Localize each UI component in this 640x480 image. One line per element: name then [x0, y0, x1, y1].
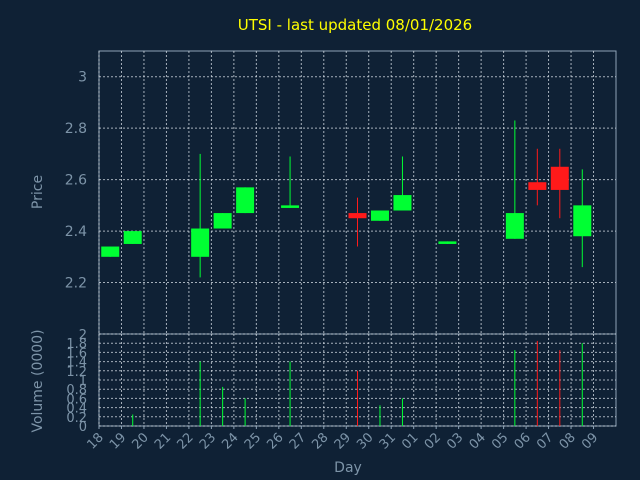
- x-tick-label: 30: [354, 430, 376, 452]
- candle-body: [123, 231, 142, 244]
- price-tick-label: 2.4: [65, 224, 87, 240]
- volume-tick-label: 2: [79, 328, 87, 343]
- x-tick-label: 27: [287, 430, 309, 452]
- candle-body: [393, 195, 412, 211]
- candle-body: [505, 213, 524, 239]
- price-grid: [98, 51, 616, 334]
- x-tick-label: 28: [309, 430, 331, 452]
- volume-tick-label: 1.4: [66, 356, 87, 371]
- x-tick-label: 02: [422, 430, 444, 452]
- x-tick-label: 09: [579, 430, 601, 452]
- x-tick-label: 18: [85, 430, 107, 452]
- x-tick-label: 19: [107, 430, 129, 452]
- x-tick-label: 23: [197, 430, 219, 452]
- x-tick-label: 29: [332, 430, 354, 452]
- x-tick-label: 25: [242, 430, 264, 452]
- candle-body: [101, 246, 120, 257]
- price-tick-label: 2.6: [65, 173, 87, 189]
- x-ticks: 18 19 20 21 22 23 24 25 26 27 28 29 30 31 01 02 03 04 05 06…: [85, 426, 601, 453]
- volume-y-ticks: 00.20.40.60.811.21.41.61.82: [66, 328, 87, 435]
- candle-body: [213, 213, 232, 229]
- volume-tick-label: 0.4: [66, 402, 87, 417]
- volume-tick-label: 1.6: [66, 346, 87, 361]
- x-tick-label: 07: [534, 430, 556, 452]
- x-tick-label: 21: [152, 430, 174, 452]
- candle-body: [370, 210, 389, 221]
- x-tick-label: 06: [512, 430, 534, 452]
- x-tick-label: 24: [219, 430, 241, 452]
- price-tick-label: 2.2: [65, 276, 87, 292]
- candle-body: [528, 182, 547, 190]
- x-axis-label: Day: [334, 460, 362, 476]
- price-tick-label: 2.8: [65, 121, 87, 137]
- volume-tick-label: 0.6: [66, 392, 87, 407]
- candles: [101, 120, 592, 278]
- volume-bars: [132, 340, 583, 426]
- x-tick-label: 08: [557, 430, 579, 452]
- price-y-ticks: 2.2 2.4 2.6 2.8 3: [65, 70, 87, 292]
- x-tick-label: 20: [129, 430, 151, 452]
- candle-body: [550, 166, 569, 190]
- volume-tick-label: 1.2: [66, 365, 87, 380]
- x-tick-label: 01: [399, 430, 421, 452]
- x-tick-label: 22: [174, 430, 196, 452]
- candle-body: [281, 205, 300, 208]
- x-tick-label: 26: [264, 430, 286, 452]
- candle-body: [236, 187, 255, 214]
- x-tick-label: 05: [489, 430, 511, 452]
- price-axis-label: Price: [30, 175, 46, 209]
- candle-body: [191, 228, 210, 257]
- volume-tick-label: 0: [79, 420, 87, 435]
- candle-body: [438, 241, 457, 244]
- volume-tick-label: 0.8: [66, 383, 87, 398]
- volume-tick-label: 1: [79, 374, 87, 389]
- chart-title: UTSI - last updated 08/01/2026: [238, 16, 472, 34]
- price-plot-area: [98, 50, 617, 335]
- price-tick-label: 3: [78, 70, 87, 86]
- candle-body: [348, 213, 367, 219]
- x-tick-label: 04: [467, 430, 489, 452]
- candle-body: [573, 205, 592, 237]
- volume-axis-label: Volume (0000): [30, 329, 46, 432]
- x-tick-label: 31: [377, 430, 399, 452]
- volume-grid: [98, 333, 616, 427]
- x-tick-label: 03: [444, 430, 466, 452]
- volume-tick-label: 1.8: [66, 337, 87, 352]
- volume-tick-label: 0.2: [66, 411, 87, 426]
